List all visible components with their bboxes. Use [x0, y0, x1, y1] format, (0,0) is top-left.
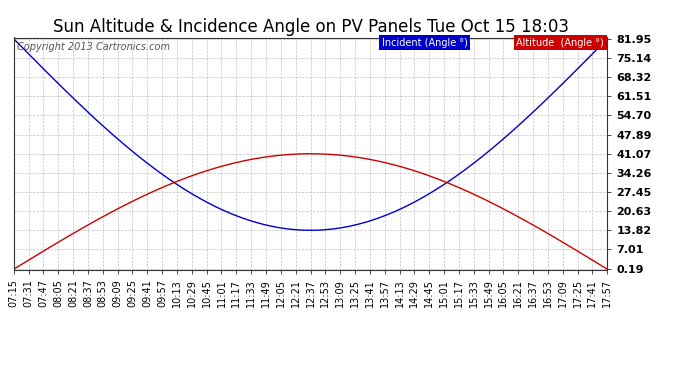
Text: Copyright 2013 Cartronics.com: Copyright 2013 Cartronics.com	[17, 42, 170, 52]
Text: Altitude  (Angle °): Altitude (Angle °)	[517, 38, 604, 48]
Title: Sun Altitude & Incidence Angle on PV Panels Tue Oct 15 18:03: Sun Altitude & Incidence Angle on PV Pan…	[52, 18, 569, 36]
Text: Incident (Angle °): Incident (Angle °)	[382, 38, 468, 48]
